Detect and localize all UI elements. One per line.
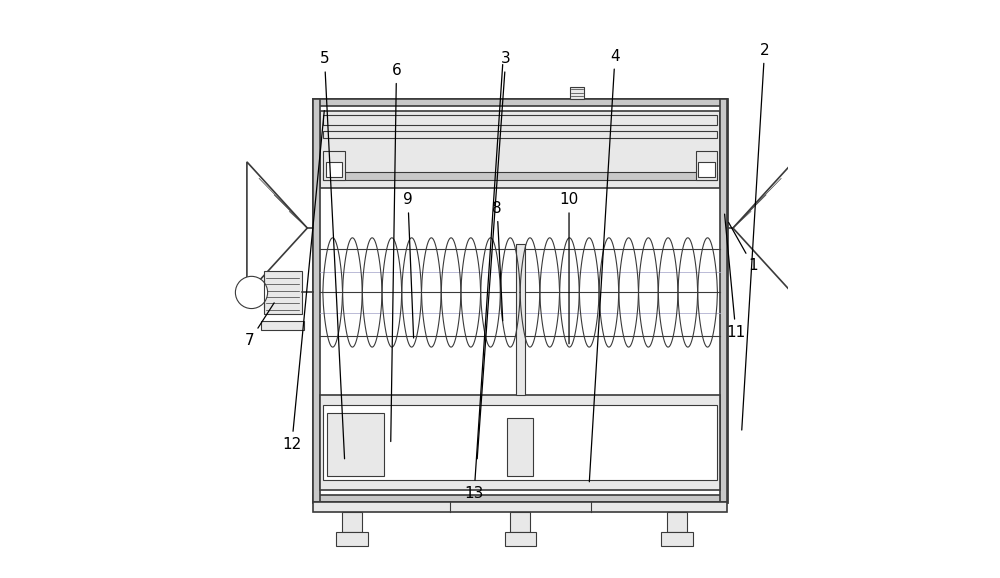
- Bar: [570, 87, 584, 99]
- Bar: [326, 162, 342, 177]
- Text: 3: 3: [477, 51, 511, 459]
- Text: 1: 1: [729, 223, 758, 273]
- Text: 5: 5: [320, 51, 345, 459]
- Polygon shape: [733, 162, 793, 294]
- Bar: [313, 99, 320, 502]
- Bar: [323, 114, 717, 125]
- Bar: [698, 162, 715, 177]
- Text: 11: 11: [725, 214, 745, 340]
- Text: 12: 12: [282, 110, 324, 452]
- Bar: [323, 172, 717, 180]
- Text: 4: 4: [589, 49, 620, 482]
- Text: 13: 13: [464, 65, 503, 501]
- Bar: [667, 512, 687, 532]
- Bar: [323, 405, 717, 480]
- Bar: [507, 418, 533, 476]
- Text: 6: 6: [391, 63, 401, 442]
- Text: 9: 9: [403, 192, 414, 338]
- Polygon shape: [247, 162, 307, 294]
- Bar: [327, 413, 384, 476]
- Bar: [516, 243, 525, 395]
- Bar: [320, 395, 720, 490]
- Bar: [313, 502, 727, 512]
- Bar: [323, 131, 717, 138]
- Bar: [313, 99, 727, 106]
- Text: 10: 10: [559, 192, 579, 344]
- Bar: [320, 110, 720, 188]
- Text: 7: 7: [245, 303, 274, 349]
- Bar: [323, 151, 345, 180]
- Bar: [313, 99, 727, 502]
- Bar: [342, 512, 362, 532]
- Bar: [505, 532, 536, 546]
- Circle shape: [235, 276, 268, 309]
- Bar: [720, 99, 727, 502]
- Bar: [696, 151, 717, 180]
- Text: 2: 2: [742, 43, 769, 430]
- Bar: [264, 271, 302, 314]
- Bar: [661, 532, 693, 546]
- Bar: [510, 512, 530, 532]
- Bar: [313, 495, 727, 502]
- Bar: [336, 532, 368, 546]
- Bar: [261, 321, 304, 330]
- Text: 8: 8: [492, 201, 503, 321]
